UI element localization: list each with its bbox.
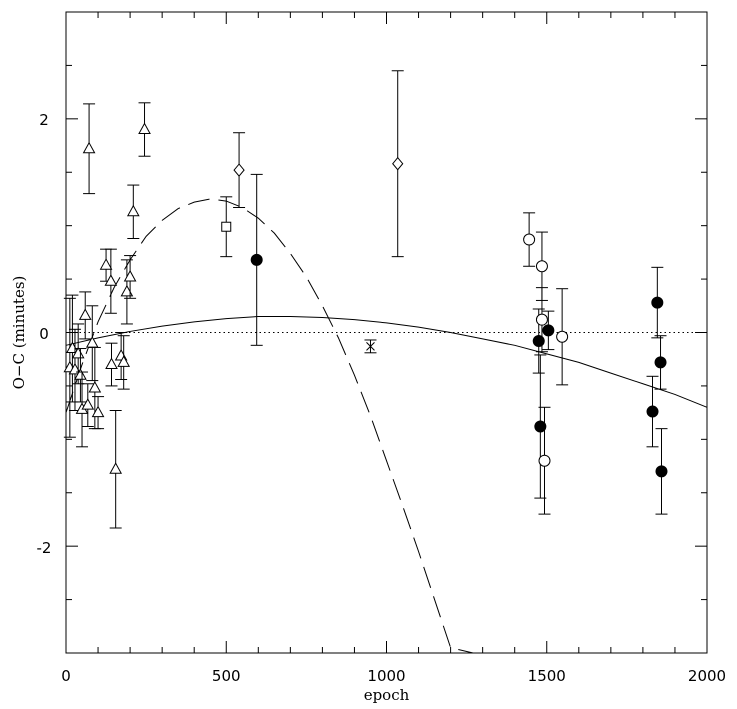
triangle-marker	[104, 274, 118, 286]
triangle-marker	[91, 405, 105, 418]
filled-circle-point	[250, 173, 263, 346]
triangle-marker	[74, 368, 87, 380]
triangle-marker	[126, 204, 140, 217]
triangle-marker	[99, 258, 113, 270]
x-tick-label-1000: 1000	[367, 667, 405, 685]
y-tick-label-0: 0	[39, 325, 49, 343]
open-triangle-point	[126, 184, 140, 239]
x-tick-label-0: 0	[61, 667, 71, 685]
open-circle-point	[523, 212, 536, 267]
triangle-marker	[123, 269, 137, 282]
filled-circle-marker	[646, 405, 659, 418]
filled-circle-point	[542, 310, 555, 351]
open-circle-marker	[556, 330, 569, 343]
x-tick-label-1500: 1500	[528, 667, 566, 685]
triangle-marker	[138, 122, 151, 135]
cross-marker-b	[366, 342, 375, 351]
open-triangle-point	[82, 103, 96, 195]
open-triangle-point	[109, 409, 123, 529]
filled-circle-point	[534, 354, 547, 499]
filled-circle-point	[646, 375, 659, 448]
filled-circle-marker	[651, 296, 664, 309]
triangle-marker	[71, 346, 85, 359]
triangle-marker	[82, 141, 96, 154]
open-square-point	[220, 196, 233, 258]
minor-ticks	[66, 11, 707, 654]
open-circle-point	[556, 288, 569, 386]
open-circle-marker	[538, 454, 551, 467]
open-diamond-point	[391, 70, 404, 258]
triangle-marker	[109, 462, 123, 474]
filled-circle-point	[651, 266, 664, 339]
triangle-marker	[81, 398, 95, 410]
filled-circle-marker	[654, 356, 667, 369]
triangle-marker	[88, 381, 102, 393]
diamond-marker	[233, 163, 245, 177]
y-tick-label-neg2: -2	[37, 539, 52, 557]
cross-point	[364, 339, 377, 354]
x-axis-label: epoch	[364, 686, 410, 704]
open-triangle-point	[117, 335, 131, 390]
open-circle-marker	[535, 260, 548, 273]
triangle-marker	[78, 308, 92, 320]
filled-circle-marker	[250, 253, 263, 266]
triangle-marker	[120, 284, 134, 297]
triangle-marker	[105, 357, 118, 370]
diamond-marker	[392, 156, 404, 171]
open-triangle-point	[74, 348, 87, 403]
open-triangle-point	[123, 255, 137, 299]
major-ticks	[65, 12, 708, 653]
open-triangle-point	[120, 259, 134, 325]
open-triangle-point	[81, 383, 95, 428]
y-tick-label-2: 2	[39, 111, 49, 129]
open-circle-marker	[535, 313, 548, 326]
fit-curves	[65, 198, 708, 654]
solid-fit-curve	[65, 315, 708, 408]
filled-circle-point	[654, 335, 667, 390]
square-marker	[221, 221, 232, 232]
filled-circle-point	[655, 428, 668, 515]
data-points	[63, 70, 668, 529]
filled-circle-marker	[534, 420, 547, 433]
filled-circle-marker	[655, 465, 668, 478]
filled-circle-marker	[542, 324, 555, 337]
open-triangle-point	[91, 396, 105, 430]
y-axis-label: O−C (minutes)	[10, 276, 28, 390]
open-circle-marker	[523, 233, 536, 246]
filled-circle-marker	[532, 335, 545, 348]
triangle-marker	[117, 355, 131, 367]
open-triangle-point	[105, 342, 118, 387]
x-tick-label-2000: 2000	[688, 667, 726, 685]
open-triangle-point	[78, 291, 92, 340]
open-circle-point	[535, 287, 548, 353]
open-triangle-point	[138, 102, 151, 157]
open-diamond-point	[233, 132, 246, 209]
open-triangle-point	[114, 332, 128, 381]
open-circle-point	[538, 406, 551, 515]
x-tick-label-500: 500	[212, 667, 241, 685]
open-triangle-point	[104, 248, 118, 314]
